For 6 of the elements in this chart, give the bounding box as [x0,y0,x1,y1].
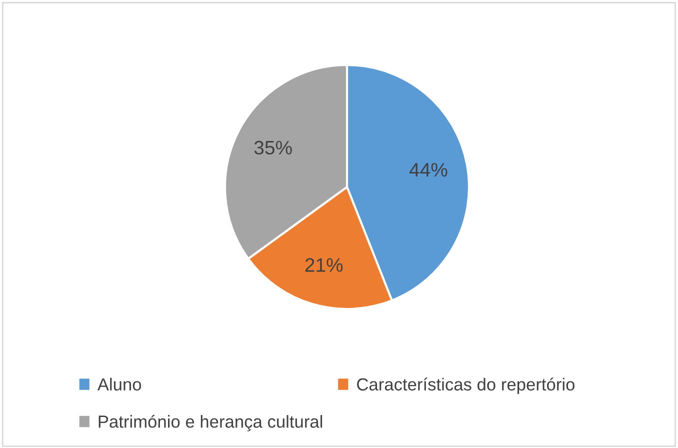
data-label: 21% [305,258,343,272]
legend-label: Património e herança cultural [98,414,322,432]
legend-label: Aluno [97,378,142,391]
data-label: 35% [254,140,292,155]
legend-label: Características do repertório [357,378,574,394]
data-label: 44% [409,162,448,177]
